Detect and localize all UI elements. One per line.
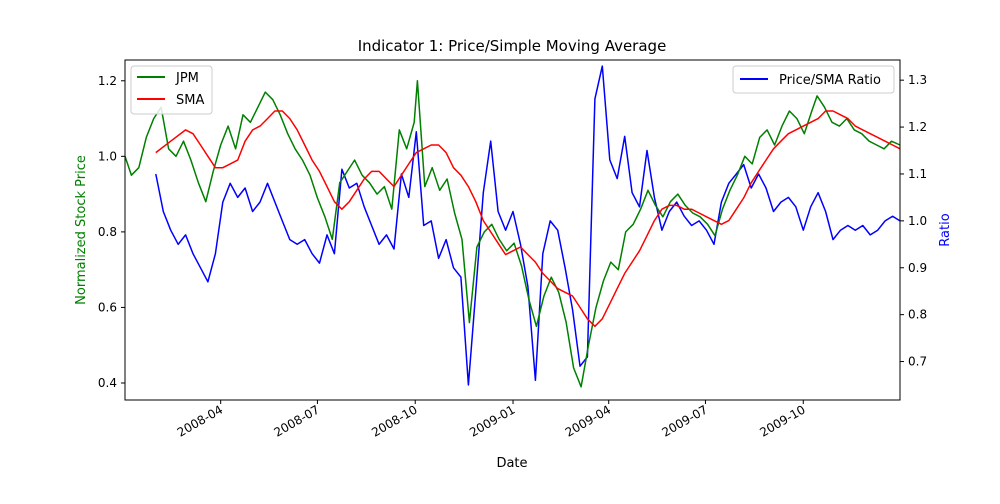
legend-jpm-label: JPM <box>175 71 199 86</box>
series-layer <box>124 65 901 388</box>
y-right-tick-label: 0.9 <box>908 261 927 275</box>
y-left-tick-label: 0.6 <box>98 300 117 314</box>
x-axis: 2008-04 2008-07 2008-10 2009-01 2009-04 2009-… <box>175 400 808 440</box>
x-tick-label: 2009-07 <box>660 402 710 439</box>
x-tick-label: 2009-01 <box>467 402 517 439</box>
series-line-price-sma-ratio <box>155 65 901 386</box>
legend-right: Price/SMA Ratio <box>732 65 895 94</box>
y-right-tick-label: 1.2 <box>908 120 927 134</box>
y-right-tick-label: 1.3 <box>908 73 927 87</box>
legend-left: JPM SMA <box>130 65 213 115</box>
x-tick-label: 2009-04 <box>563 402 613 439</box>
y-right-tick-label: 0.7 <box>908 355 927 369</box>
y-left-tick-label: 1.2 <box>98 74 117 88</box>
y-right-axis: 0.7 0.8 0.9 1.0 1.1 1.2 1.3 <box>900 73 927 369</box>
y-left-tick-label: 0.8 <box>98 225 117 239</box>
y-right-tick-label: 0.8 <box>908 308 927 322</box>
x-axis-label: Date <box>496 456 527 471</box>
chart-title: Indicator 1: Price/Simple Moving Average <box>358 37 667 55</box>
series-line-jpm <box>124 80 901 388</box>
y-right-axis-label: Ratio <box>938 213 953 246</box>
x-tick-label: 2008-10 <box>369 402 419 439</box>
y-right-tick-label: 1.1 <box>908 167 927 181</box>
x-tick-label: 2009-10 <box>757 402 807 439</box>
legend-ratio-label: Price/SMA Ratio <box>779 73 881 88</box>
legend-sma-label: SMA <box>176 93 204 108</box>
x-tick-label: 2008-07 <box>271 402 321 439</box>
y-left-tick-label: 0.4 <box>98 376 117 390</box>
y-left-axis: 0.4 0.6 0.8 1.0 1.2 <box>98 74 125 390</box>
x-tick-label: 2008-04 <box>175 402 225 439</box>
y-right-tick-label: 1.0 <box>908 214 927 228</box>
plot-frame <box>124 59 901 401</box>
y-left-axis-label: Normalized Stock Price <box>74 155 89 305</box>
y-left-tick-label: 1.0 <box>98 149 117 163</box>
legend-right-box <box>732 65 895 94</box>
series-line-sma <box>155 110 901 328</box>
